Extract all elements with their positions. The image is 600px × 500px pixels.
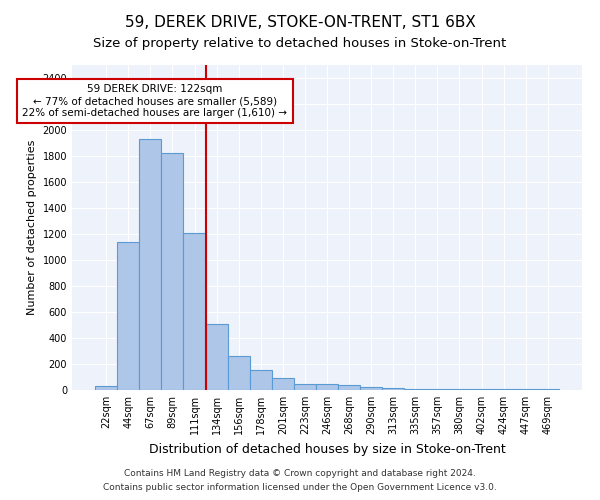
Y-axis label: Number of detached properties: Number of detached properties	[27, 140, 37, 315]
Text: 59 DEREK DRIVE: 122sqm
← 77% of detached houses are smaller (5,589)
22% of semi-: 59 DEREK DRIVE: 122sqm ← 77% of detached…	[22, 84, 287, 117]
Text: 59, DEREK DRIVE, STOKE-ON-TRENT, ST1 6BX: 59, DEREK DRIVE, STOKE-ON-TRENT, ST1 6BX	[125, 15, 475, 30]
Text: Contains HM Land Registry data © Crown copyright and database right 2024.: Contains HM Land Registry data © Crown c…	[124, 468, 476, 477]
Bar	[294, 384, 316, 390]
Bar	[184, 232, 206, 390]
Bar	[404, 388, 427, 390]
Bar	[382, 388, 404, 390]
Bar	[360, 388, 382, 390]
Bar	[250, 370, 272, 390]
Bar	[161, 154, 184, 390]
X-axis label: Distribution of detached houses by size in Stoke-on-Trent: Distribution of detached houses by size …	[149, 442, 505, 456]
Bar	[272, 378, 294, 390]
Text: Contains public sector information licensed under the Open Government Licence v3: Contains public sector information licen…	[103, 484, 497, 492]
Bar	[227, 356, 250, 390]
Bar	[95, 386, 117, 390]
Bar	[338, 386, 360, 390]
Bar	[316, 384, 338, 390]
Bar	[117, 242, 139, 390]
Bar	[139, 139, 161, 390]
Text: Size of property relative to detached houses in Stoke-on-Trent: Size of property relative to detached ho…	[94, 38, 506, 51]
Bar	[206, 324, 227, 390]
